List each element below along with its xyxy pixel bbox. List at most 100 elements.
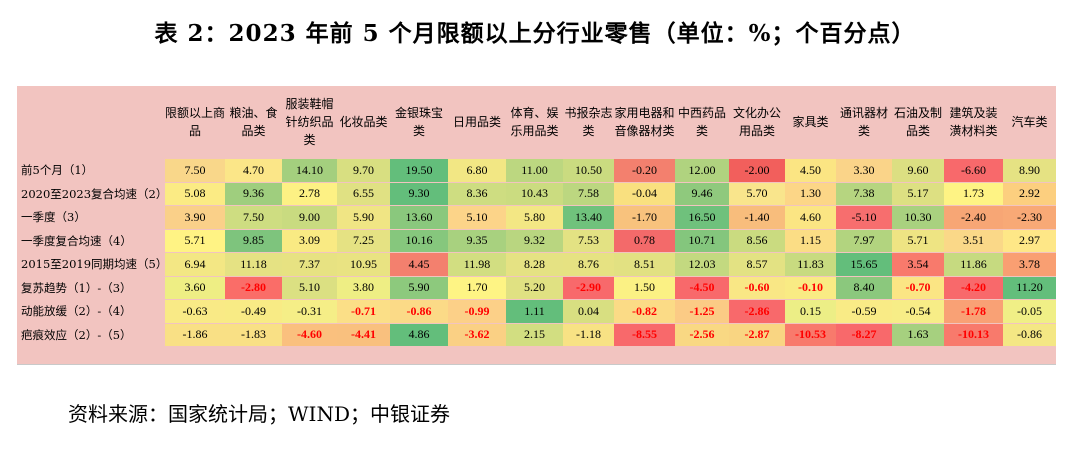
table-row: 复苏趋势（1）-（3） 3.60 -2.80 5.10 3.80 5.90 1.70 5.20… [17,275,1056,300]
table-cell: 1.11 [506,299,563,323]
table-cell: -0.49 [225,299,282,323]
table-cell: -4.20 [944,275,1003,300]
column-header: 家用电器和音像器材类 [614,106,675,138]
table-cell: 9.35 [448,228,506,253]
table-cell: 4.86 [390,322,448,346]
table-row: 前5个月（1） 7.50 4.70 14.10 9.70 19.50 6.80 11.00 10… [17,158,1056,182]
table-row: 2020至2023复合均速（2） 5.08 9.36 2.78 6.55 9.30 8.36… [17,181,1056,206]
column-header: 文化办公用品类 [732,106,781,138]
header-row: 限额以上商品 粮油、食品类 服装鞋帽针纺织品类 化妆品类 金银珠宝类 日用品类 体育、娱乐用… [17,86,1056,159]
table-cell: -10.53 [785,322,836,346]
table-cell: -2.80 [225,275,282,300]
table-cell: -3.62 [448,322,506,346]
table-cell: 2.97 [1003,228,1056,253]
table-cell: 8.57 [729,252,785,276]
column-header: 通讯器材类 [839,106,888,138]
table-cell: 5.17 [892,181,944,206]
row-label: 复苏趋势（1）-（3） [17,275,165,300]
table-cell: -0.86 [390,299,448,323]
table-cell: -2.00 [729,158,785,182]
table-cell: 4.45 [390,252,448,276]
table-cell: 5.90 [337,205,390,229]
row-label: 一季度复合均速（4） [17,228,165,253]
table-cell: 4.60 [785,205,836,229]
table-cell: 7.37 [282,252,337,276]
table-cell: 1.63 [892,322,944,346]
table-cell: 8.28 [506,252,563,276]
table-cell: 1.15 [785,228,836,253]
table-cell: 10.95 [337,252,390,276]
table-cell: -1.70 [614,205,675,229]
table-cell: -5.10 [836,205,892,229]
table-cell: 7.50 [165,158,225,182]
source-note: 资料来源：国家统计局；WIND；中银证券 [68,402,450,426]
table-cell: 6.55 [337,181,390,206]
table-cell: 3.78 [1003,252,1056,276]
row-label: 2020至2023复合均速（2） [17,181,167,206]
table-cell: 3.51 [944,228,1003,253]
table-cell: -2.87 [729,322,785,346]
table-cell: 19.50 [390,158,448,182]
column-header: 限额以上商品 [165,106,226,138]
table-cell: 4.50 [785,158,836,182]
table-cell: 2.78 [282,181,337,206]
table-cell: 3.30 [836,158,892,182]
table-cell: -8.27 [836,322,892,346]
table-cell: 9.70 [337,158,390,182]
column-header: 化妆品类 [339,115,388,129]
table-cell: -2.56 [675,322,729,346]
table-cell: 10.71 [675,228,729,253]
table-cell: 8.51 [614,252,675,276]
table-cell: 5.80 [506,205,563,229]
column-header: 建筑及装潢材料类 [949,106,998,138]
table-cell: 6.94 [165,252,225,276]
table-cell: 11.18 [225,252,282,276]
table-cell: 0.04 [563,299,614,323]
table-cell: -1.18 [563,322,614,346]
table-cell: 1.50 [614,275,675,300]
table-cell: 1.70 [448,275,506,300]
table-row: 2015至2019同期均速（5） 6.94 11.18 7.37 10.95 4.45 11… [17,252,1056,276]
table-cell: 10.43 [506,181,563,206]
table-cell: 0.15 [785,299,836,323]
table-cell: 8.56 [729,228,785,253]
row-label: 疤痕效应（2）-（5） [17,322,165,346]
table-cell: 13.60 [390,205,448,229]
table-cell: -2.86 [729,299,785,323]
table-cell: -0.05 [1003,299,1056,323]
table-cell: 12.03 [675,252,729,276]
table-cell: 5.10 [282,275,337,300]
column-header: 服装鞋帽针纺织品类 [285,97,334,147]
table-cell: -0.71 [337,299,390,323]
table-cell: 11.86 [944,252,1003,276]
table-cell: -1.25 [675,299,729,323]
table-cell: 2.15 [506,322,563,346]
column-header: 书报杂志类 [564,106,613,138]
table-cell: -1.86 [165,322,225,346]
row-label: 动能放缓（2）-（4） [17,299,165,323]
row-label: 前5个月（1） [17,158,165,182]
column-header: 家具类 [792,115,829,129]
table-cell: 8.40 [836,275,892,300]
column-header: 金银珠宝类 [394,106,443,138]
table-cell: -0.10 [785,275,836,300]
table-cell: -0.70 [892,275,944,300]
table-cell: 5.71 [892,228,944,253]
table-cell: 5.08 [165,181,225,206]
table-cell: 11.83 [785,252,836,276]
table-cell: -0.86 [1003,322,1056,346]
table-cell: -1.40 [729,205,785,229]
table-row: 一季度复合均速（4） 5.71 9.85 3.09 7.25 10.16 9.35 9.32 7… [17,228,1056,253]
table-cell: 3.60 [165,275,225,300]
retail-table: 限额以上商品 粮油、食品类 服装鞋帽针纺织品类 化妆品类 金银珠宝类 日用品类 体育、娱乐用… [17,86,1056,346]
table-cell: 5.90 [390,275,448,300]
table-cell: -2.90 [563,275,614,300]
column-header: 石油及制品类 [893,106,942,138]
table-cell: -1.78 [944,299,1003,323]
table-cell: -10.13 [944,322,1003,346]
table-cell: 7.50 [225,205,282,229]
table-row: 动能放缓（2）-（4） -0.63 -0.49 -0.31 -0.71 -0.86 -0.9… [17,299,1056,323]
table-row: 一季度（3） 3.90 7.50 9.00 5.90 13.60 5.10 5.80 13.40… [17,205,1056,229]
table-cell: 10.50 [563,158,614,182]
table-cell: -8.55 [614,322,675,346]
